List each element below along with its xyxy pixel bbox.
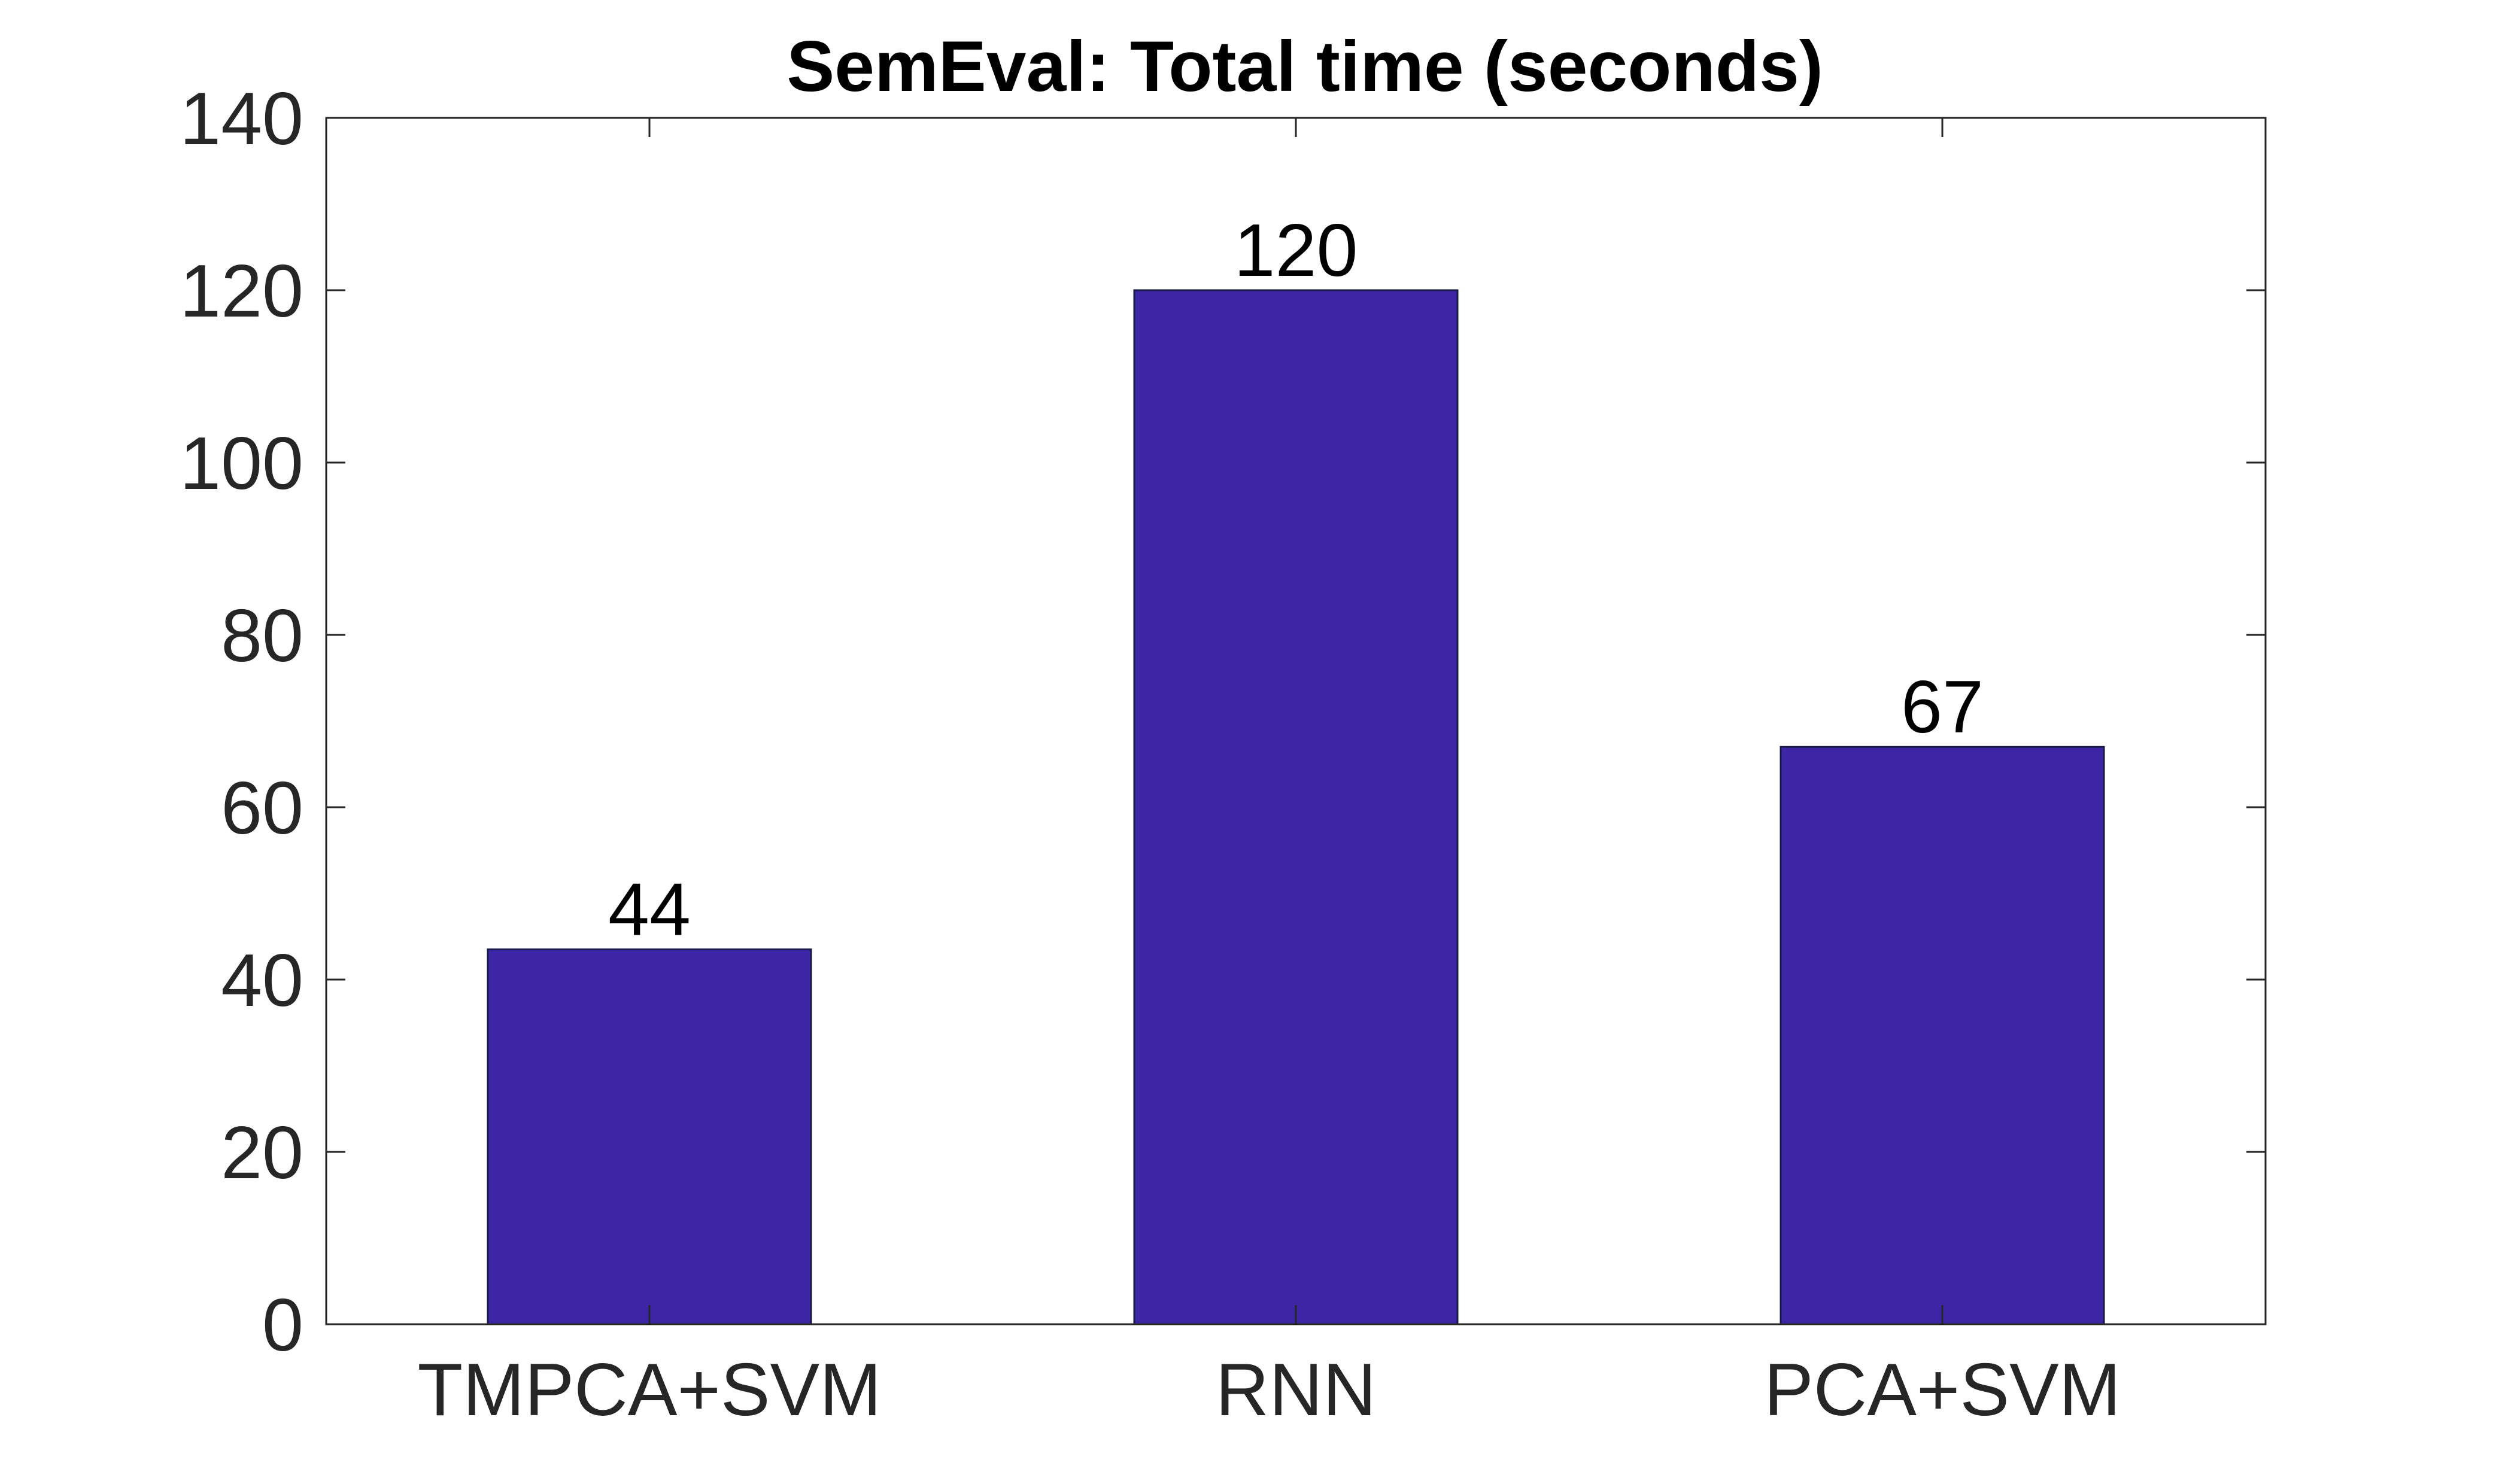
y-tick-label: 140 [180, 78, 303, 160]
data-label: 44 [608, 869, 691, 951]
bar [1780, 746, 2105, 1325]
chart-title: SemEval: Total time (seconds) [787, 26, 1823, 107]
y-tick-label: 100 [180, 422, 303, 505]
x-tick-label: TMPCA+SVM [417, 1349, 881, 1431]
y-tick-label: 60 [221, 767, 303, 850]
x-tick-label: RNN [1216, 1349, 1377, 1431]
y-tick-label: 80 [221, 595, 303, 677]
y-tick-label: 0 [262, 1284, 303, 1367]
y-tick-label: 20 [221, 1112, 303, 1194]
bar [487, 948, 812, 1325]
data-label: 67 [1901, 666, 1984, 749]
bar [1133, 289, 1459, 1325]
y-tick-label: 40 [221, 939, 303, 1022]
data-label: 120 [1234, 209, 1358, 292]
y-tick-label: 120 [180, 250, 303, 333]
x-tick-label: PCA+SVM [1764, 1349, 2121, 1431]
plot-area: 0 20 40 60 80 100 120 140 TMPCA+SVM RNN PCA+SVM 44 1… [180, 78, 2267, 1431]
